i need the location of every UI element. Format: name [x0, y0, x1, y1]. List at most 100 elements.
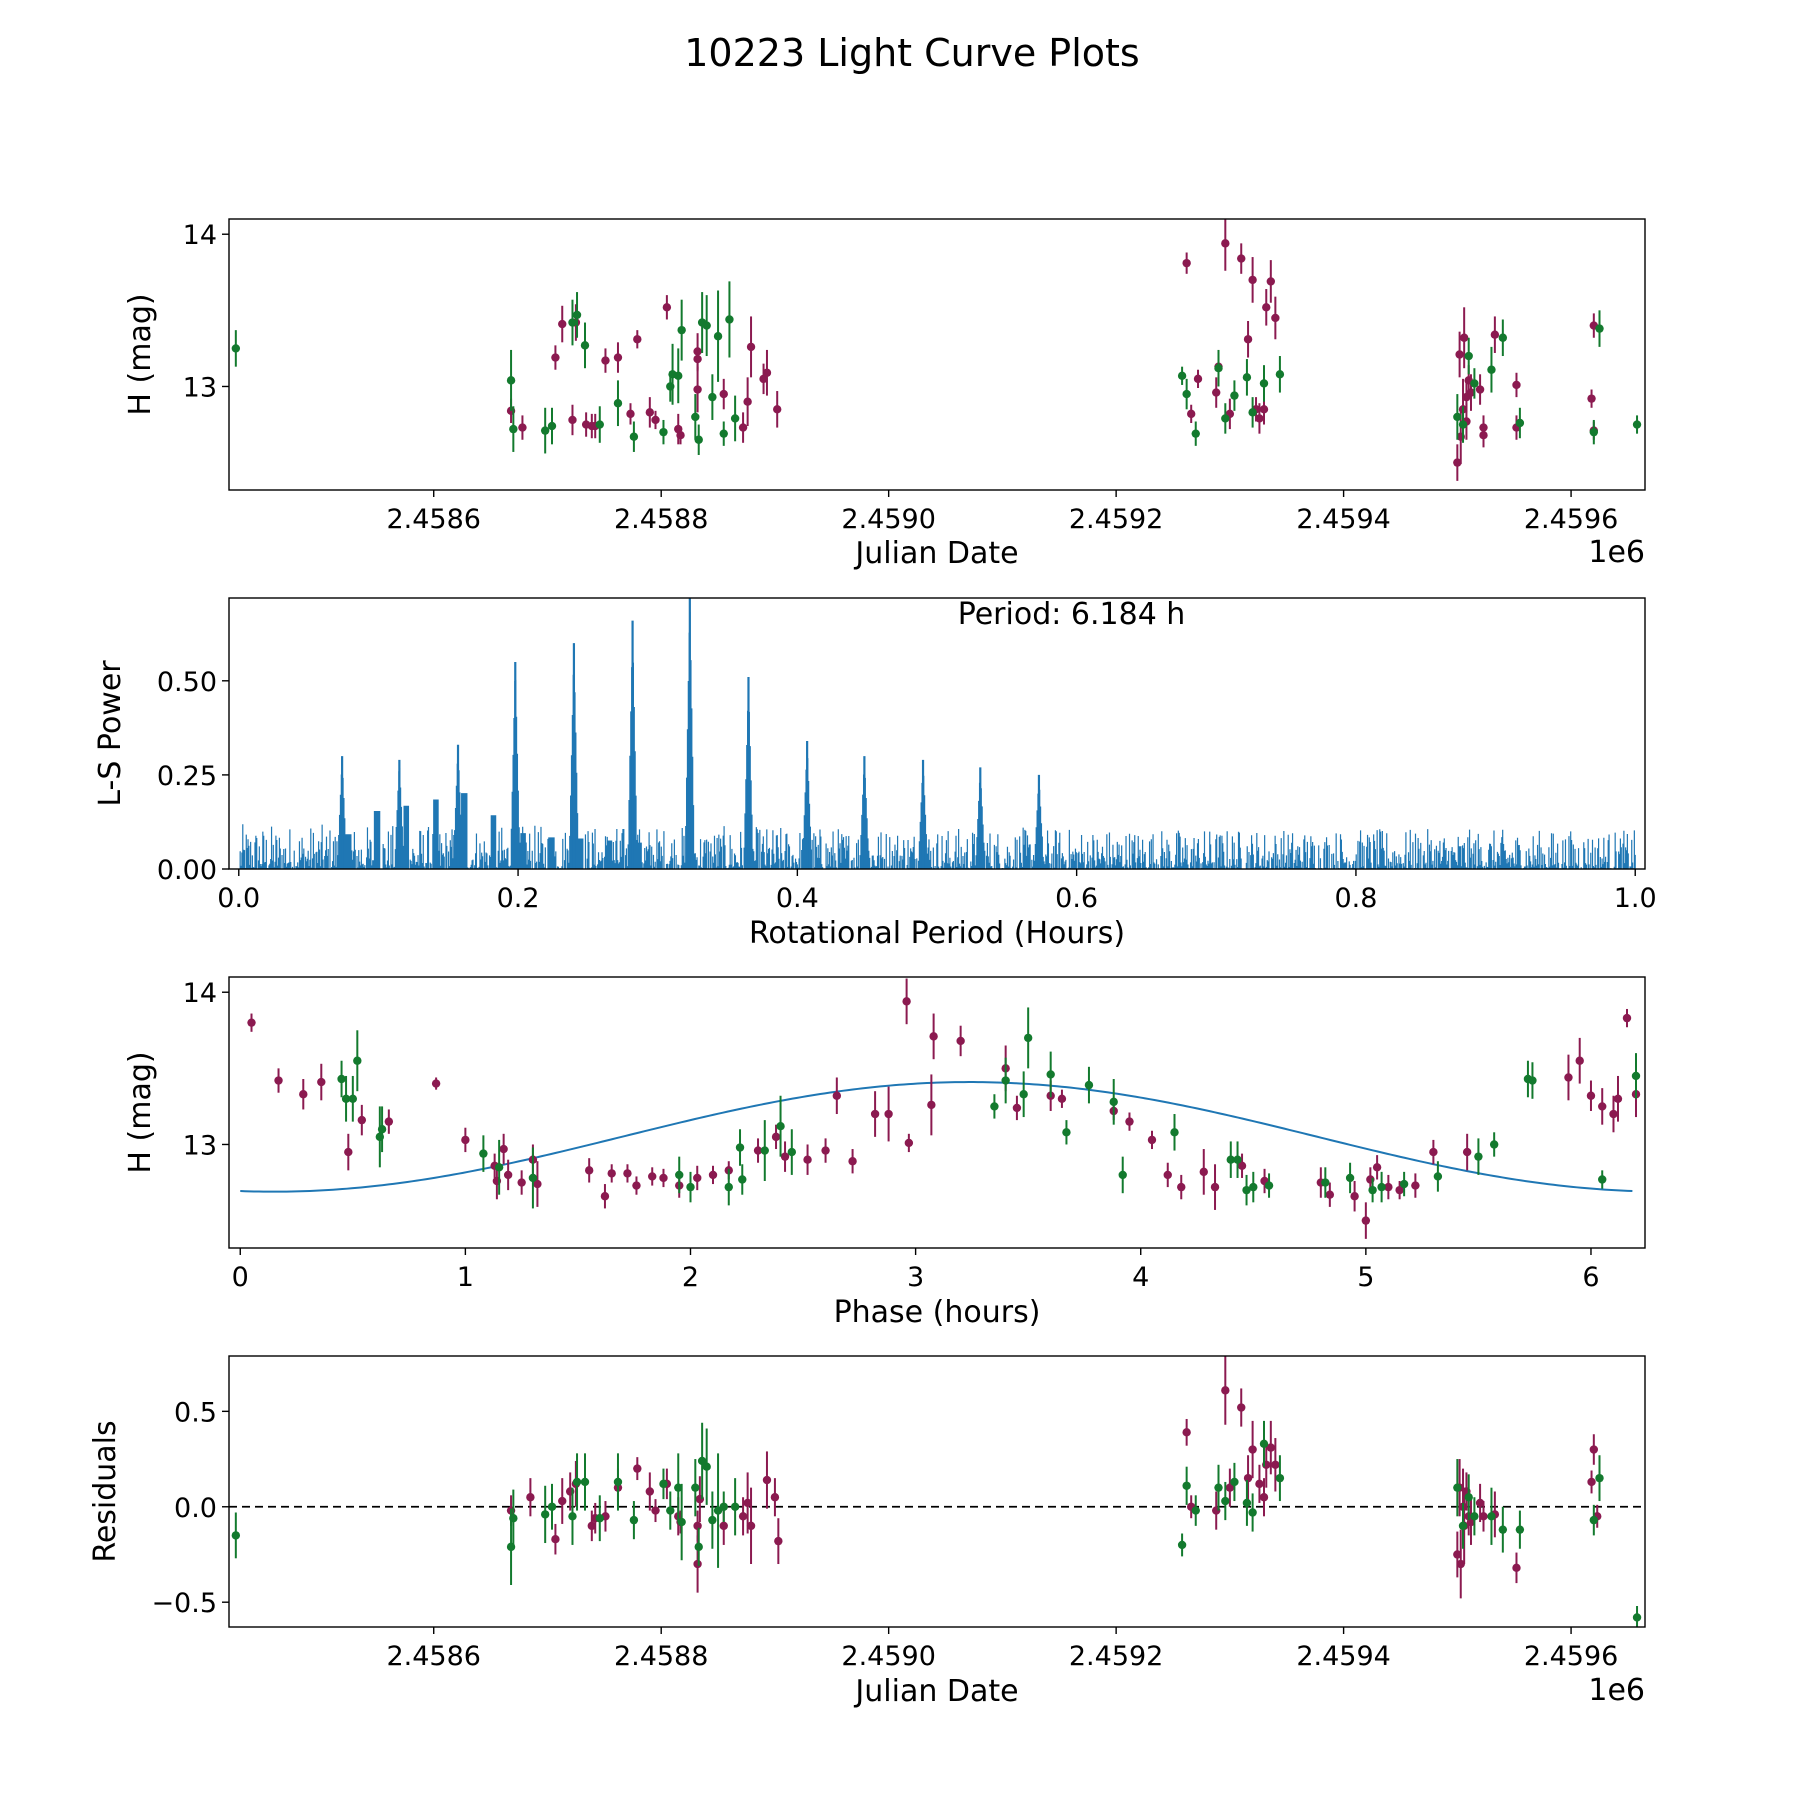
data-point-band_b	[697, 1456, 707, 1466]
data-point-band_a	[533, 1179, 542, 1189]
data-point-band_a	[431, 1079, 441, 1088]
data-point-band_a	[1598, 1102, 1607, 1111]
data-point-band_b	[1632, 1613, 1642, 1622]
data-point-band_b	[353, 1056, 362, 1065]
data-point-band_a	[1182, 1428, 1191, 1437]
data-point-band_b	[724, 1182, 733, 1192]
data-point-band_a	[601, 356, 610, 365]
x-tick-label: 0.0	[217, 883, 260, 914]
data-point-band_a	[526, 1493, 535, 1502]
data-point-band_a	[693, 1173, 702, 1183]
x-tick-label: 1	[457, 1262, 474, 1293]
y-tick-label: −0.5	[151, 1588, 217, 1619]
data-point-band_a	[738, 423, 748, 432]
data-point-band_b	[725, 315, 734, 324]
data-point-band_b	[1221, 1496, 1230, 1506]
data-point-band_b	[568, 318, 577, 327]
data-point-band_a	[623, 1169, 632, 1178]
data-point-band_b	[1242, 1498, 1252, 1508]
y-tick-label: 0.5	[174, 1397, 217, 1428]
x-tick-label: 0	[232, 1262, 249, 1293]
data-point-band_b	[1214, 364, 1223, 373]
data-point-band_a	[607, 1169, 616, 1178]
data-point-band_a	[1429, 1147, 1438, 1157]
y-tick-label: 13	[183, 1130, 217, 1161]
data-point-band_b	[509, 1514, 518, 1523]
data-point-band_a	[1057, 1094, 1067, 1103]
panel-periodogram: 0.0 0.2 0.4 0.6 0.8 1.0 0.00 0.25 0.50 Rotational…	[93, 597, 1657, 951]
data-point-band_b	[506, 376, 516, 385]
data-point-band_b	[1259, 1439, 1269, 1448]
data-point-band_a	[676, 430, 685, 440]
data-point-band_b	[1170, 1128, 1179, 1137]
data-point-band_b	[659, 1479, 668, 1489]
data-point-band_a	[1466, 388, 1476, 397]
data-point-band_a	[1587, 1477, 1596, 1487]
data-point-band_b	[348, 1094, 358, 1103]
panel-light-curve: 2.4586 2.4588 2.4590 2.4592 2.4594 2.4596 13 14…	[123, 218, 1646, 571]
x-tick-label: 0.4	[776, 883, 819, 914]
data-point-band_b	[1233, 1155, 1242, 1164]
data-point-band_a	[1147, 1135, 1157, 1145]
x-tick-label: 2.4592	[1069, 1641, 1163, 1672]
data-point-band_b	[1515, 1525, 1525, 1534]
data-point-band_b	[1589, 1515, 1599, 1525]
x-tick-label: 2.4594	[1296, 1641, 1390, 1672]
data-point-band_a	[344, 1147, 353, 1157]
data-point-band_b	[1470, 379, 1479, 388]
data-point-band_b	[1464, 351, 1473, 361]
data-point-band_a	[1361, 1216, 1371, 1225]
data-point-band_a	[1456, 1559, 1465, 1569]
x-offset-label: 1e6	[1588, 1673, 1645, 1708]
data-point-band_b	[1177, 1540, 1187, 1550]
data-point-band_b	[1458, 1521, 1468, 1531]
data-point-band_a	[645, 408, 655, 417]
data-point-band_b	[613, 399, 623, 408]
y-tick-label: 0.0	[174, 1493, 217, 1524]
data-point-band_a	[1125, 1117, 1134, 1126]
data-point-band_a	[568, 415, 577, 425]
data-point-band_b	[1191, 429, 1200, 438]
data-point-band_a	[626, 409, 635, 419]
data-point-band_a	[773, 405, 782, 414]
data-point-band_a	[929, 1032, 938, 1041]
data-point-band_b	[1230, 391, 1239, 400]
data-point-band_a	[317, 1077, 326, 1087]
data-point-band_a	[753, 1146, 763, 1155]
data-point-band_a	[1237, 254, 1246, 263]
x-tick-label: 3	[907, 1262, 924, 1293]
data-point-band_a	[299, 1090, 308, 1099]
data-point-band_b	[686, 1182, 695, 1192]
data-point-band_b	[1458, 420, 1468, 429]
data-point-band_a	[821, 1146, 830, 1155]
data-point-band_a	[870, 1109, 880, 1119]
data-point-band_b	[1019, 1090, 1028, 1099]
data-point-band_a	[774, 1536, 783, 1546]
x-tick-label: 2.4586	[386, 504, 480, 535]
data-point-band_a	[848, 1157, 857, 1166]
data-point-band_b	[547, 421, 557, 431]
data-point-band_b	[1191, 1506, 1200, 1515]
data-point-band_a	[1512, 1563, 1521, 1573]
data-point-band_a	[558, 1496, 567, 1506]
data-point-band_a	[904, 1138, 914, 1148]
data-point-band_a	[1266, 1443, 1276, 1452]
data-point-band_b	[666, 1506, 675, 1515]
data-point-band_a	[693, 1521, 702, 1531]
data-point-band_b	[694, 435, 703, 444]
data-point-band_a	[1490, 330, 1500, 339]
data-point-band_a	[1259, 405, 1269, 414]
data-point-band_b	[1377, 1182, 1386, 1192]
y-axis-label: H (mag)	[123, 1051, 158, 1173]
data-point-band_a	[659, 1173, 668, 1183]
data-point-band_a	[693, 347, 702, 356]
data-point-band_b	[1321, 1178, 1330, 1187]
x-tick-label: 2.4596	[1524, 1641, 1618, 1672]
data-point-band_b	[677, 325, 686, 335]
x-axis-label: Phase (hours)	[834, 1295, 1041, 1330]
data-point-band_b	[1264, 1181, 1274, 1190]
data-point-band_a	[738, 1512, 748, 1521]
data-point-band_b	[341, 1094, 351, 1103]
data-point-band_b	[1453, 412, 1462, 422]
data-point-band_b	[231, 344, 241, 353]
